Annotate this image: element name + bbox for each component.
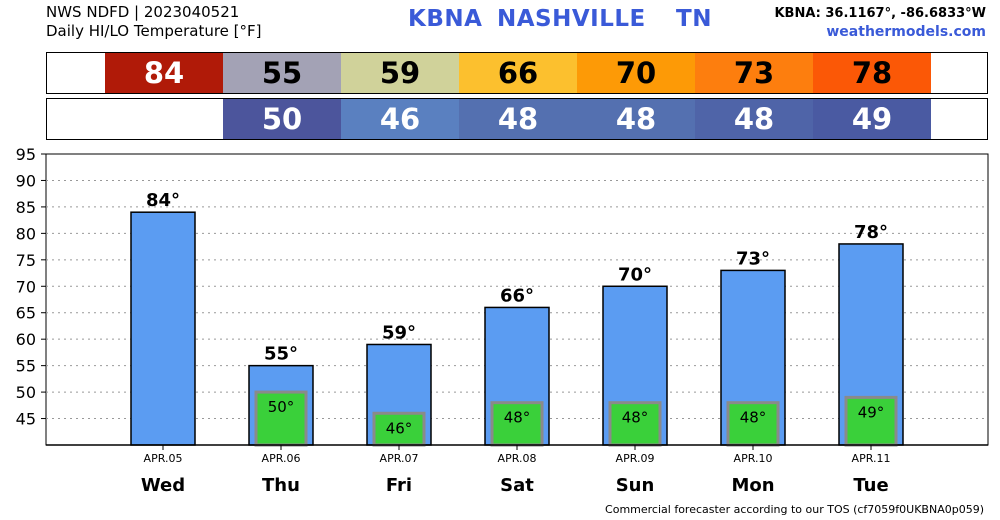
hi-label-5: 73° [736,248,770,269]
y-tick-label-55: 55 [16,357,36,376]
hi-temperature-strip: 84 55 59 66 70 73 78 [46,52,988,94]
y-tick-label-75: 75 [16,251,36,270]
station-city: NASHVILLE [497,6,646,32]
lo-label-6: 49° [858,403,885,421]
y-tick-label-50: 50 [16,383,36,402]
day-label-2: Fri [386,475,412,496]
station-state: TN [676,6,712,32]
station-code: KBNA [408,6,483,32]
lo-cell-4: 48 [577,99,695,139]
y-tick-label-65: 65 [16,304,36,323]
lo-temperature-strip: 50 46 48 48 48 49 [46,98,988,140]
lo-label-4: 48° [622,409,649,427]
lo-cell-0 [105,99,223,139]
y-tick-label-45: 45 [16,410,36,429]
lo-bar-1 [254,390,308,447]
date-label-1: APR.06 [262,452,301,465]
day-label-4: Sun [616,475,655,496]
y-tick-label-60: 60 [16,330,36,349]
y-tick-label-70: 70 [16,277,36,296]
y-tick-label-80: 80 [16,224,36,243]
hi-label-4: 70° [618,264,652,285]
date-label-6: APR.11 [852,452,891,465]
hi-label-1: 55° [264,344,298,365]
day-label-3: Sat [500,475,534,496]
lo-bar-4 [608,401,662,447]
lo-label-2: 46° [386,419,413,437]
lo-cell-6: 49 [813,99,931,139]
date-label-5: APR.10 [734,452,773,465]
hi-cell-4: 70 [577,53,695,93]
header-left: NWS NDFD | 2023040521 Daily HI/LO Temper… [46,3,262,41]
footer-note: Commercial forecaster according to our T… [605,503,984,516]
source-line: NWS NDFD | 2023040521 [46,3,240,21]
day-label-5: Mon [731,475,774,496]
day-label-1: Thu [262,475,300,496]
date-label-3: APR.08 [498,452,537,465]
date-label-0: APR.05 [144,452,183,465]
lo-cell-2: 46 [341,99,459,139]
y-tick-label-90: 90 [16,171,36,190]
site-link[interactable]: weathermodels.com [826,24,986,40]
lo-cell-1: 50 [223,99,341,139]
date-label-4: APR.09 [616,452,655,465]
hi-label-6: 78° [854,222,888,243]
station-coords: KBNA: 36.1167°, -86.6833°W [774,6,986,21]
date-label-2: APR.07 [380,452,419,465]
hi-label-2: 59° [382,322,416,343]
hi-label-3: 66° [500,285,534,306]
hi-cell-0: 84 [105,53,223,93]
hi-cell-1: 55 [223,53,341,93]
hi-cell-3: 66 [459,53,577,93]
lo-cell-3: 48 [459,99,577,139]
hi-bar-0 [130,211,196,446]
lo-bar-5 [726,401,780,447]
hi-cell-5: 73 [695,53,813,93]
lo-label-5: 48° [740,409,767,427]
chart-subtitle: Daily HI/LO Temperature [°F] [46,22,262,40]
hi-cell-6: 78 [813,53,931,93]
lo-label-1: 50° [268,398,295,416]
lo-label-3: 48° [504,409,531,427]
y-tick-label-95: 95 [16,145,36,164]
day-label-0: Wed [141,475,185,496]
lo-cell-5: 48 [695,99,813,139]
header-right: KBNA: 36.1167°, -86.6833°W weathermodels… [774,4,986,42]
y-tick-label-85: 85 [16,198,36,217]
hi-cell-2: 59 [341,53,459,93]
day-label-6: Tue [853,475,888,496]
hi-label-0: 84° [146,190,180,211]
